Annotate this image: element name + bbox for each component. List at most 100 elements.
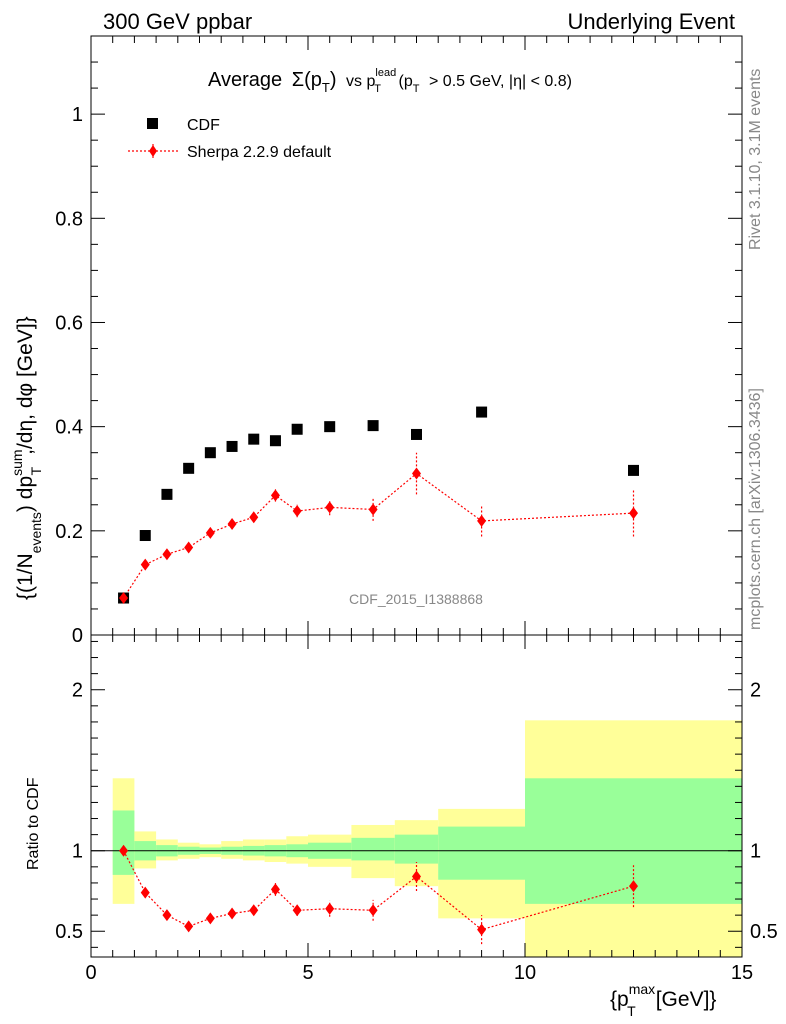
x-tick-label: 0 <box>85 962 96 984</box>
cdf-point <box>291 423 303 435</box>
ratio-sherpa-point <box>162 909 172 922</box>
ratio-y-tick-label-right: 0.5 <box>750 921 778 943</box>
ylabel-open: {(1/N <box>14 553 37 600</box>
ratio-sherpa-point <box>629 880 638 893</box>
legend: CDF Sherpa 2.2.9 default <box>128 117 332 161</box>
xlabel-open: {p <box>610 988 629 1011</box>
ylabel-mid: ) dp <box>14 476 37 512</box>
cdf-point <box>161 488 173 500</box>
title-average: Average <box>208 69 282 91</box>
sherpa-point <box>270 489 280 502</box>
ratio-y-tick-label: 0.5 <box>55 921 83 943</box>
cdf-point <box>628 464 639 476</box>
sherpa-point <box>184 541 194 554</box>
sherpa-point <box>477 514 487 527</box>
ylabel-rest: ,/dη, dφ [GeV]} <box>14 316 37 455</box>
ratio-sherpa-point <box>227 907 237 920</box>
cdf-point <box>248 433 260 445</box>
header-energy-label: 300 GeV ppbar <box>103 9 252 34</box>
title-cuts-sub: T <box>413 83 420 95</box>
ratio-sherpa-point <box>249 904 259 917</box>
main-y-tick-label: 0.2 <box>55 521 83 543</box>
cdf-point <box>139 530 151 542</box>
xlabel-max-sup: max <box>629 981 655 997</box>
mcplots-reference-label: mcplots.cern.ch [arXiv:1306.3436] <box>747 388 764 630</box>
ratio-sherpa-point <box>140 886 150 899</box>
ratio-panel: 0 5 10 15 0.5 0.5 1 1 2 2 Ratio to CDF {pmax T [GeV… <box>25 634 778 1019</box>
sherpa-point <box>249 511 259 524</box>
xlabel-rest: [GeV]} <box>656 988 717 1011</box>
ratio-y-tick-label: 1 <box>72 841 83 863</box>
x-tick-label: 5 <box>302 962 313 984</box>
title-cuts-rest: > 0.5 GeV, |η| < 0.8) <box>429 73 572 90</box>
ratio-inner-band <box>394 834 439 864</box>
cdf-point <box>226 440 238 452</box>
ratio-sherpa-point <box>325 902 335 915</box>
main-y-tick-label: 0 <box>72 625 83 647</box>
ylabel-sum-sup: sum <box>9 449 25 475</box>
ratio-sherpa-point <box>292 904 302 917</box>
sherpa-point <box>325 501 335 514</box>
ratio-inner-band <box>112 810 135 875</box>
rivet-version-label: Rivet 3.1.10, 3.1M events <box>747 69 764 250</box>
x-axis-title: {pmax T [GeV]} <box>610 981 716 1019</box>
analysis-watermark: CDF_2015_I1388868 <box>349 591 483 607</box>
main-y-tick-label: 1 <box>72 104 83 126</box>
title-sigma-sub: T <box>322 80 330 95</box>
legend-cdf-label: CDF <box>187 117 220 134</box>
ratio-y-tick-label: 2 <box>72 680 83 702</box>
title-sigma-close: ) <box>330 69 337 91</box>
ratio-sherpa-line <box>123 850 634 931</box>
cdf-point <box>324 421 336 433</box>
ratio-sherpa-point <box>184 920 194 933</box>
title-vs: vs p <box>346 73 375 90</box>
ratio-inner-band <box>351 837 395 861</box>
title-sigma: Σ(p <box>292 69 322 91</box>
main-series <box>118 406 639 605</box>
cdf-point <box>183 462 195 474</box>
ratio-sherpa-point <box>205 912 215 925</box>
ratio-bands <box>112 720 742 957</box>
main-y-axis-title: {(1/Nevents) dpsum T ,/dη, dφ [GeV]} <box>9 316 44 600</box>
sherpa-point <box>292 505 302 518</box>
cdf-point <box>411 428 422 440</box>
main-axes: 0 0.2 0.4 0.6 0.8 1 <box>55 35 743 647</box>
ratio-sherpa-point <box>270 883 280 896</box>
sherpa-point <box>368 503 378 516</box>
ratio-inner-band <box>438 826 525 880</box>
main-panel: Average Σ(pT) vs plead T (pT > 0.5 GeV, |… <box>9 35 743 647</box>
ratio-y-axis-title: Ratio to CDF <box>25 777 42 870</box>
legend-sherpa-label: Sherpa 2.2.9 default <box>187 144 332 161</box>
ratio-y-tick-label-right: 1 <box>750 841 761 863</box>
header-analysis-label: Underlying Event <box>567 9 735 34</box>
ratio-series <box>119 844 638 945</box>
main-plot-title: Average Σ(pT) vs plead T (pT > 0.5 GeV, |… <box>208 67 572 97</box>
legend-cdf-marker <box>147 118 158 129</box>
ratio-y-tick-label-right: 2 <box>750 680 761 702</box>
title-cuts-open: (p <box>398 73 412 90</box>
ratio-sherpa-point <box>368 904 378 917</box>
x-tick-label: 10 <box>514 962 536 984</box>
sherpa-line <box>123 472 634 599</box>
sherpa-point <box>629 507 638 520</box>
title-lead-sub: T <box>374 83 381 95</box>
ratio-sherpa-point <box>477 923 487 936</box>
ratio-sherpa-point <box>412 870 421 883</box>
main-y-tick-label: 0.6 <box>55 312 83 334</box>
sherpa-point <box>205 526 215 539</box>
sherpa-point <box>412 467 421 480</box>
sherpa-point <box>227 518 237 531</box>
main-y-tick-label: 0.4 <box>55 417 83 439</box>
legend-sherpa-marker <box>149 145 157 157</box>
ratio-axes: 0 5 10 15 0.5 0.5 1 1 2 2 <box>55 635 778 984</box>
sherpa-point <box>140 558 150 571</box>
cdf-point <box>476 406 488 418</box>
ylabel-t-sub: T <box>28 466 44 475</box>
cdf-point <box>204 447 216 459</box>
xlabel-t-sub: T <box>627 1003 636 1019</box>
sherpa-point <box>162 548 172 561</box>
cdf-point <box>269 435 281 447</box>
ylabel-events-sub: events <box>28 512 44 553</box>
title-lead-sup: lead <box>375 67 396 79</box>
